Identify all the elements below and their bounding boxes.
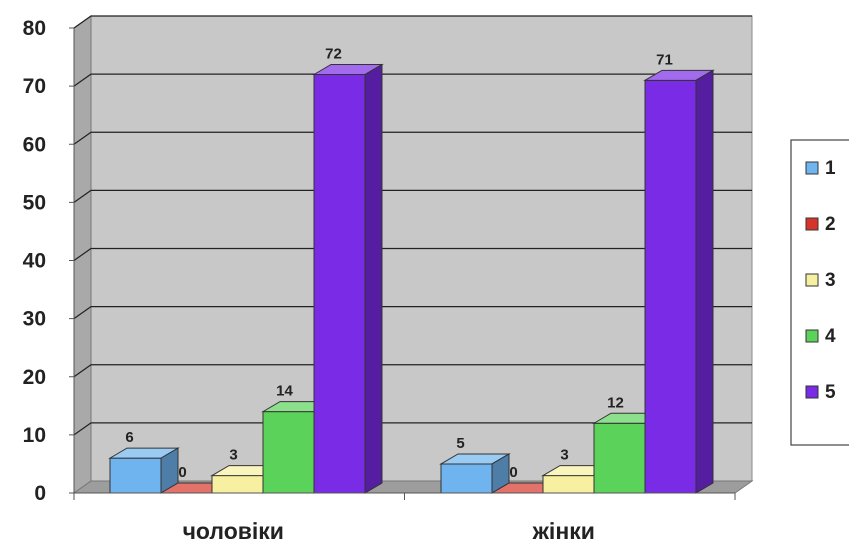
bars: 6 0 3 14 72 5 0 3 12 71: [108, 46, 715, 494]
bar-front: [593, 422, 646, 494]
legend-label: 2: [825, 214, 836, 235]
legend-swatch: [805, 161, 819, 175]
legend-swatch: [805, 329, 819, 343]
y-tick-label: 40: [23, 250, 46, 273]
data-label: 71: [656, 51, 673, 68]
bar-front: [644, 79, 697, 494]
y-tick-label: 60: [23, 133, 46, 156]
bar: 6: [108, 429, 180, 494]
category-label: жінки: [532, 518, 595, 544]
bar-front: [211, 475, 264, 494]
y-tick-label: 70: [23, 75, 46, 98]
bar-front: [313, 74, 366, 494]
gridline: [73, 131, 752, 145]
data-label: 3: [560, 447, 568, 464]
bar-front: [109, 457, 162, 494]
gridline: [73, 73, 752, 87]
gridline: [73, 189, 752, 203]
data-label: 5: [456, 435, 464, 452]
gridline: [73, 247, 752, 261]
gridlines: [73, 15, 752, 436]
bar-front: [440, 463, 493, 494]
data-label: 14: [276, 383, 293, 400]
bar: 5: [439, 435, 511, 494]
bar-side: [695, 69, 714, 494]
y-axis: 0 10 20 30 40 50 60 70 80: [23, 17, 75, 505]
gridline: [73, 422, 752, 436]
legend-label: 4: [825, 326, 836, 347]
legend-box: [790, 139, 849, 446]
legend-swatch: [805, 385, 819, 399]
bar-side: [364, 63, 383, 494]
gridline: [73, 364, 752, 378]
legend-label: 5: [825, 382, 836, 403]
legend: 1 2 3 4 5: [790, 139, 849, 446]
y-tick-label: 30: [23, 308, 46, 331]
y-tick-label: 50: [23, 191, 46, 214]
data-label: 12: [607, 394, 624, 411]
legend-swatch: [805, 217, 819, 231]
legend-swatch: [805, 273, 819, 287]
gridline: [73, 306, 752, 320]
y-tick-label: 20: [23, 366, 46, 389]
bar: 71: [643, 51, 715, 494]
y-tick-label: 10: [23, 424, 46, 447]
x-axis: чоловіки жінки: [73, 492, 736, 544]
data-label: 3: [229, 447, 237, 464]
bar-front: [542, 475, 595, 494]
data-label: 72: [325, 46, 342, 63]
data-label: 0: [178, 464, 186, 481]
data-label: 0: [509, 464, 517, 481]
y-tick-label: 0: [34, 482, 46, 505]
legend-label: 3: [825, 270, 836, 291]
category-label: чоловіки: [183, 518, 284, 544]
bar: 72: [312, 46, 384, 494]
bar-front: [262, 411, 315, 494]
gridline: [73, 15, 752, 29]
legend-label: 1: [825, 158, 836, 179]
y-tick-label: 80: [23, 17, 46, 40]
data-label: 6: [125, 429, 133, 446]
